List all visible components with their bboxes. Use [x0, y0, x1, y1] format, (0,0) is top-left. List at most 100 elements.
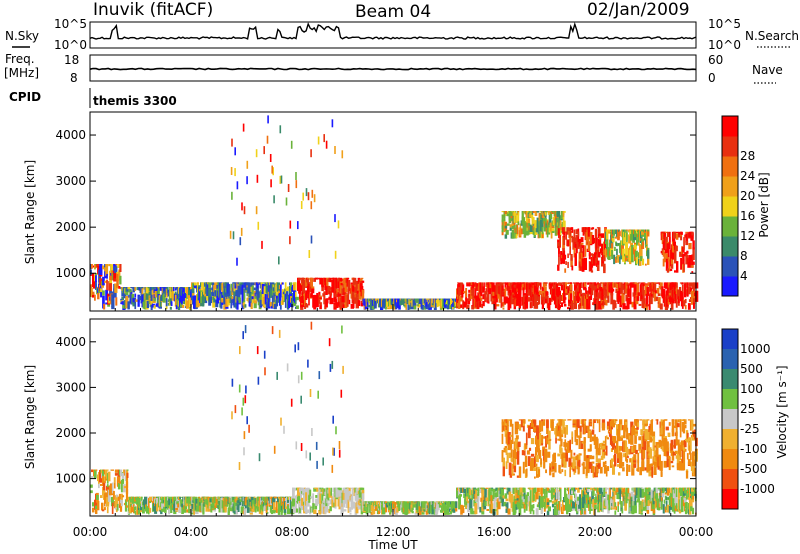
heat-cell-velocity-4: [594, 487, 597, 490]
heat-cell-power-2: [249, 292, 252, 301]
heat-cell-velocity-4: [666, 504, 670, 513]
heat-cell-power-5: [509, 289, 512, 303]
heat-cell-velocity-2: [305, 505, 308, 514]
heat-cell-power-3: [311, 286, 315, 291]
heat-cell-power-5: [590, 282, 593, 288]
heat-cell-velocity-3: [418, 506, 422, 515]
heat-cell-power-2: [244, 282, 247, 289]
heat-cell-power-5: [565, 292, 567, 296]
heat-cell-velocity-4: [471, 490, 474, 500]
heat-cell-velocity-4: [620, 501, 623, 508]
heat-cell-power-4: [446, 298, 449, 301]
heat-cell-power-3: [353, 295, 357, 304]
heat-cell-power-7: [604, 239, 607, 250]
heat-cell-power-3: [321, 277, 324, 287]
heat-cell-power-1: [179, 302, 183, 308]
heat-cell-velocity-1: [287, 505, 291, 514]
heat-cell-power-6: [524, 221, 528, 232]
heat-cell-power-5: [526, 293, 529, 298]
heat-cell-power-7: [579, 243, 583, 255]
heat-cell-power-2: [214, 282, 218, 289]
heat-cell-velocity-4: [469, 498, 473, 510]
heat-cell-velocity-4: [687, 503, 690, 510]
heat-streak-power: [289, 236, 291, 245]
heat-cell-velocity-3: [414, 512, 418, 515]
heat-cell-velocity-3: [437, 501, 440, 505]
heat-cell-power-8: [645, 263, 647, 266]
heat-cell-power-9: [692, 247, 695, 260]
heat-cell-power-6: [513, 225, 516, 230]
heat-cell-power-0: [102, 265, 105, 270]
heat-cell-power-6: [515, 234, 518, 239]
heat-cell-power-4: [437, 299, 440, 307]
heat-cell-power-8: [608, 229, 611, 232]
heat-cell-velocity-1: [217, 496, 220, 504]
heat-cell-velocity-4: [634, 487, 637, 496]
heat-cell-power-5: [574, 299, 577, 304]
heat-cell-power-2: [263, 303, 266, 308]
heat-cell-power-1: [140, 292, 143, 301]
heat-cell-power-5: [596, 300, 599, 310]
heat-cell-power-8: [617, 229, 620, 239]
heat-cell-velocity-5: [520, 419, 524, 428]
heat-cell-velocity-4: [494, 509, 498, 512]
heat-cell-power-2: [250, 282, 253, 287]
heat-cell-power-3: [342, 304, 345, 308]
heat-cell-power-7: [558, 228, 560, 239]
heat-cell-velocity-0: [115, 494, 118, 498]
heat-cell-power-2: [272, 302, 275, 309]
heat-cell-velocity-4: [608, 487, 610, 495]
heat-cell-power-5: [664, 282, 668, 289]
heat-cell-power-2: [222, 282, 224, 284]
heat-cell-power-2: [231, 296, 234, 300]
heat-cell-power-8: [615, 241, 617, 246]
heat-cell-power-5: [679, 290, 683, 302]
heat-cell-power-2: [284, 298, 287, 308]
heat-cell-power-5: [625, 282, 629, 294]
heat-cell-power-5: [674, 282, 677, 287]
heat-cell-power-3: [299, 288, 301, 299]
heat-cell-power-1: [141, 287, 144, 289]
heat-cell-velocity-2: [339, 501, 342, 504]
heat-streak-power: [300, 201, 303, 209]
heat-cell-power-2: [264, 293, 267, 305]
heat-cell-power-2: [275, 294, 278, 307]
heat-cell-velocity-1: [202, 503, 205, 513]
heat-cell-velocity-4: [685, 502, 688, 508]
heat-cell-velocity-5: [506, 452, 509, 463]
heat-cell-power-1: [153, 297, 156, 302]
heat-streak-power: [334, 250, 337, 259]
heat-cell-power-1: [151, 287, 155, 291]
heat-cell-velocity-5: [507, 419, 511, 421]
heat-cell-power-7: [602, 251, 604, 264]
heat-cell-velocity-4: [534, 490, 537, 494]
heat-cell-power-5: [597, 292, 600, 303]
heat-cell-velocity-1: [168, 508, 171, 515]
heat-cell-velocity-1: [221, 496, 224, 500]
heat-cell-velocity-1: [261, 496, 264, 501]
heat-cell-power-0: [99, 264, 103, 275]
heat-cell-velocity-4: [665, 496, 668, 501]
heat-cell-power-2: [228, 296, 231, 303]
heat-cell-power-9: [682, 253, 685, 266]
heat-cell-power-0: [91, 287, 93, 298]
heat-cell-power-2: [208, 282, 212, 289]
heat-cell-power-5: [642, 282, 645, 287]
heat-streak-power: [279, 175, 282, 184]
heat-cell-power-3: [351, 291, 355, 304]
heat-cell-velocity-4: [599, 494, 603, 499]
heat-cell-power-3: [337, 281, 340, 289]
freq-label: Freq.: [5, 52, 35, 66]
heat-cell-power-1: [190, 291, 192, 298]
heat-cell-power-2: [295, 291, 297, 302]
nsky-label: N.Sky: [5, 29, 39, 43]
heat-cell-power-2: [254, 292, 258, 299]
heat-cell-power-5: [575, 289, 577, 302]
heat-cell-velocity-4: [679, 489, 683, 496]
heat-cell-velocity-4: [685, 506, 688, 514]
heat-cell-power-1: [136, 287, 139, 291]
heat-cell-power-3: [328, 286, 331, 291]
heat-cell-velocity-4: [501, 493, 504, 507]
heat-cell-power-5: [544, 296, 548, 304]
heat-cell-power-5: [516, 293, 520, 302]
